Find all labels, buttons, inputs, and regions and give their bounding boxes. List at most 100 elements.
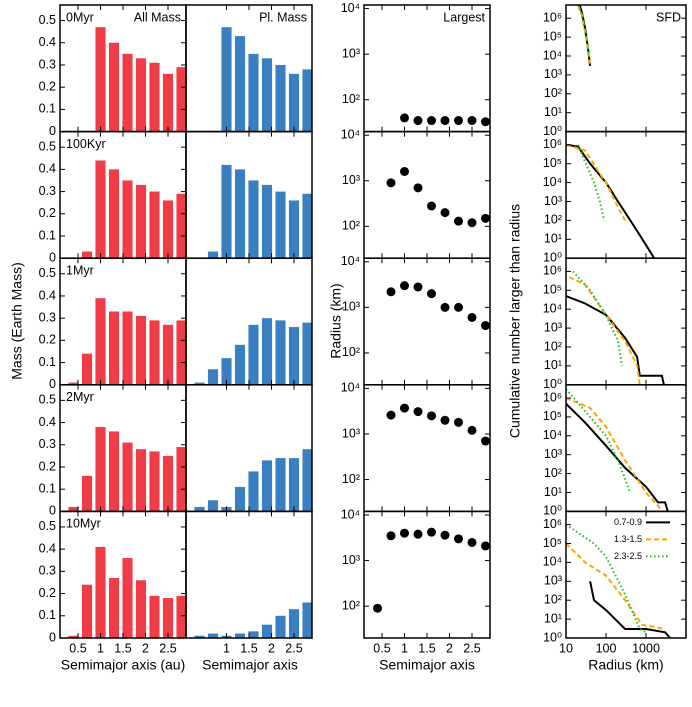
point: [413, 183, 423, 193]
sfd-line: [566, 397, 663, 512]
y-tick-label: 10⁶: [543, 11, 562, 25]
point: [481, 541, 490, 551]
bar: [248, 180, 259, 259]
bar: [248, 53, 259, 132]
bar: [248, 631, 259, 638]
bar: [207, 633, 219, 638]
y-tick-label: 0.2: [39, 459, 56, 473]
x-tick-label: 100: [596, 641, 617, 655]
bar: [176, 446, 186, 512]
bar: [135, 315, 147, 385]
x-tick-label: 2.5: [463, 641, 480, 655]
y-tick-label: 10⁶: [543, 517, 562, 531]
bar: [275, 320, 286, 385]
y-tick-label: 0: [49, 124, 56, 138]
y-tick-label: 10²: [544, 466, 562, 480]
panel: [221, 27, 312, 132]
bar: [261, 624, 273, 638]
y-tick-label: 10³: [544, 67, 562, 81]
point: [413, 116, 423, 126]
bar: [302, 69, 312, 132]
bar: [288, 609, 300, 638]
y-tick-label: 10⁰: [543, 250, 562, 264]
y-tick-label: 10³: [544, 574, 562, 588]
bar: [248, 324, 259, 385]
y-tick-label: 0: [49, 377, 56, 391]
bar: [302, 193, 312, 259]
y-tick-label: 10⁴: [341, 1, 360, 15]
legend-label: 0.7-0.9: [614, 517, 642, 527]
legend-label: 1.3-1.5: [614, 534, 642, 544]
point: [467, 116, 477, 126]
panel-title: All Mass: [134, 10, 181, 24]
bar: [81, 251, 93, 259]
point: [481, 321, 490, 331]
x-tick-label: 0.5: [69, 641, 86, 655]
y-tick-label: 10²: [544, 86, 562, 100]
y-tick-label: 0.2: [39, 79, 56, 93]
point: [386, 410, 396, 420]
bar: [68, 635, 79, 638]
y-tick-label: 10⁴: [341, 254, 360, 268]
sfd-line: [577, 144, 606, 221]
y-tick-label: 0: [49, 504, 56, 518]
x-axis-label: Semimajor axis (au): [61, 657, 185, 673]
point: [373, 603, 382, 613]
point: [413, 407, 423, 417]
bar: [108, 578, 120, 638]
y-tick-label: 0.5: [39, 13, 56, 27]
y-tick-label: 10⁴: [543, 302, 562, 316]
panel: [81, 160, 186, 259]
panel: [566, 523, 671, 638]
y-tick-label: 10⁰: [543, 630, 562, 644]
panel-frame: [565, 257, 687, 386]
bar: [95, 427, 106, 512]
bar: [135, 580, 147, 638]
panel-label: 10Myr: [66, 517, 101, 531]
point: [454, 216, 463, 226]
bar: [221, 27, 232, 132]
y-tick-label: 10²: [544, 213, 562, 227]
bar: [108, 311, 120, 385]
point: [481, 117, 490, 127]
y-tick-label: 10⁵: [543, 29, 562, 43]
y-tick-label: 10³: [342, 173, 360, 187]
bar: [108, 169, 120, 259]
bar: [122, 53, 133, 132]
panel: [95, 27, 186, 132]
panel-frame: [363, 384, 491, 513]
x-tick-label: 2: [446, 641, 453, 655]
y-tick-label: 10⁴: [543, 175, 562, 189]
bar: [207, 251, 219, 259]
point: [427, 201, 436, 211]
x-tick-label: 2.5: [159, 641, 176, 655]
x-tick-label: 1.5: [240, 641, 257, 655]
bar: [261, 58, 273, 132]
sfd-line: [566, 388, 632, 493]
y-tick-label: 10⁴: [543, 555, 562, 569]
y-tick-label: 0.3: [39, 57, 56, 71]
bar: [288, 73, 300, 132]
point: [440, 116, 450, 126]
point: [386, 531, 396, 541]
y-tick-label: 10²: [342, 219, 360, 233]
sfd-line: [577, 5, 591, 58]
point: [400, 528, 409, 538]
point: [427, 289, 436, 299]
y-tick-label: 10³: [342, 46, 360, 60]
y-tick-label: 10³: [544, 194, 562, 208]
bar: [122, 180, 133, 259]
point: [467, 218, 477, 228]
panel: [194, 449, 312, 512]
point: [467, 537, 477, 547]
panel: [194, 602, 312, 638]
sfd-line: [566, 523, 647, 634]
y-tick-label: 10⁶: [543, 137, 562, 151]
panel-frame: [363, 510, 491, 639]
y-tick-label: 10²: [342, 92, 360, 106]
bar: [234, 633, 246, 638]
point: [427, 116, 436, 126]
y-tick-label: 10²: [342, 472, 360, 486]
bar: [108, 42, 120, 132]
